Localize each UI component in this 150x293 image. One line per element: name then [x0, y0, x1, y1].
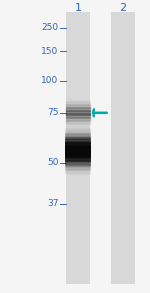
Text: 50: 50 — [47, 158, 59, 167]
Bar — [111, 12, 135, 284]
Bar — [66, 12, 90, 284]
Text: 250: 250 — [41, 23, 58, 32]
Text: 75: 75 — [47, 108, 59, 117]
Text: 100: 100 — [41, 76, 58, 85]
Text: 150: 150 — [41, 47, 58, 56]
Text: 37: 37 — [47, 199, 59, 208]
Text: 2: 2 — [119, 3, 127, 13]
Text: 1: 1 — [75, 3, 81, 13]
